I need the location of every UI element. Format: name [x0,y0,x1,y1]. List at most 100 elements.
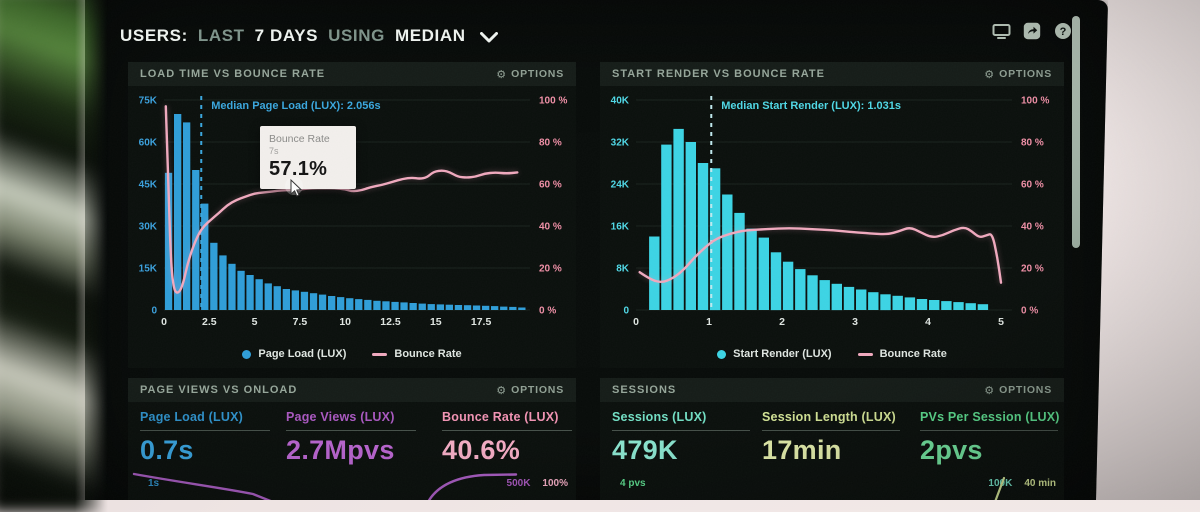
svg-text:0 %: 0 % [1021,306,1038,317]
help-icon[interactable]: ? [1052,20,1074,42]
options-button[interactable]: ⚙ OPTIONS [984,383,1052,397]
svg-text:?: ? [1060,26,1067,38]
svg-text:4: 4 [925,316,931,328]
display-icon[interactable] [990,20,1012,42]
legend-line-swatch [372,353,387,356]
header-median-label: MEDIAN [394,26,466,45]
svg-text:40K: 40K [611,96,630,107]
panel-title: START RENDER VS BOUNCE RATE [612,68,825,80]
legend-label: Start Render (LUX) [733,348,832,360]
svg-text:75K: 75K [139,96,158,107]
legend-line-swatch [858,353,873,356]
tooltip-x-value: 7s [269,146,279,156]
header-last-label: LAST [197,26,245,45]
svg-text:100 %: 100 % [539,96,567,107]
load-time-histogram-chart[interactable]: 75K 100 % 60K 80 % 45K 60 % 30K 40 % 15K 20 % 0 0 %… [128,86,576,338]
panel-page-views-vs-onload: PAGE VIEWS VS ONLOAD ⚙ OPTIONS Page Load… [128,378,576,500]
svg-text:20 %: 20 % [1021,264,1044,275]
svg-text:20 %: 20 % [539,264,562,275]
scrollbar[interactable] [1072,16,1080,248]
share-icon[interactable] [1021,20,1043,42]
panel-title: LOAD TIME VS BOUNCE RATE [140,68,326,80]
gear-icon: ⚙ [984,383,995,397]
spark-axis-labels: 100K 40 min [988,478,1056,489]
chevron-down-icon [480,32,498,43]
svg-text:80 %: 80 % [1021,138,1044,149]
legend-label: Bounce Rate [394,348,462,360]
svg-text:2.5: 2.5 [202,316,217,328]
svg-text:15: 15 [430,316,442,328]
svg-text:60 %: 60 % [1021,180,1044,191]
panel-title: PAGE VIEWS VS ONLOAD [140,384,298,396]
svg-text:80 %: 80 % [539,138,562,149]
svg-text:0 %: 0 % [539,306,556,317]
svg-text:40 %: 40 % [539,222,562,233]
tooltip-value: 57.1% [269,158,328,180]
gear-icon: ⚙ [984,67,995,81]
svg-text:17.5: 17.5 [471,316,492,328]
tooltip-series: Bounce Rate [269,133,330,145]
svg-text:45K: 45K [139,180,158,191]
mouse-cursor-icon [284,176,306,205]
header-users-label: USERS: [120,26,188,45]
svg-text:16K: 16K [611,222,630,233]
header-using-label: USING [328,26,385,45]
header-days-label: 7 DAYS [254,26,319,45]
svg-text:0: 0 [151,306,157,317]
spark-axis-label: 4 pvs [620,478,646,489]
legend-item[interactable]: Start Render (LUX) [717,348,831,360]
gear-icon: ⚙ [496,383,507,397]
svg-text:24K: 24K [611,180,630,191]
tooltip: Bounce Rate 7s 57.1% [260,126,356,189]
legend-item[interactable]: Bounce Rate [372,348,461,360]
legend-dot-swatch [242,350,251,359]
svg-text:12.5: 12.5 [380,316,401,328]
metric-sessions: Sessions (LUX) 479K [612,410,750,466]
legend-item[interactable]: Bounce Rate [858,348,947,360]
header-toolbar: ? [990,20,1074,42]
svg-text:60 %: 60 % [539,180,562,191]
legend-label: Bounce Rate [879,348,947,360]
svg-text:100 %: 100 % [1021,96,1049,107]
svg-text:10: 10 [339,316,351,328]
svg-text:7.5: 7.5 [293,316,308,328]
svg-text:32K: 32K [611,138,630,149]
spark-axis-label: 1s [148,478,160,489]
metric-page-views: Page Views (LUX) 2.7Mpvs [286,410,416,466]
svg-text:8K: 8K [616,264,630,275]
metric-bounce-rate: Bounce Rate (LUX) 40.6% [442,410,572,466]
svg-text:Median Start Render (LUX): 1.0: Median Start Render (LUX): 1.031s [721,100,901,112]
users-period-dropdown[interactable]: USERS: LAST 7 DAYS USING MEDIAN [120,18,498,54]
metric-session-length: Session Length (LUX) 17min [762,410,900,466]
svg-text:15K: 15K [139,264,158,275]
svg-text:0: 0 [623,306,629,317]
options-button[interactable]: ⚙ OPTIONS [984,67,1052,81]
panel-title: SESSIONS [612,384,677,396]
dashboard-screen: USERS: LAST 7 DAYS USING MEDIAN ? LOAD T… [85,0,1108,500]
legend-label: Page Load (LUX) [258,348,347,360]
svg-text:5: 5 [252,316,258,328]
svg-text:Median Page Load (LUX): 2.056s: Median Page Load (LUX): 2.056s [211,100,380,112]
svg-text:40 %: 40 % [1021,222,1044,233]
metric-page-load: Page Load (LUX) 0.7s [140,410,270,466]
svg-text:2: 2 [779,316,785,328]
legend-item[interactable]: Page Load (LUX) [242,348,346,360]
panel-sessions: SESSIONS ⚙ OPTIONS Sessions (LUX) 479K S… [600,378,1064,500]
metric-pvs-per-session: PVs Per Session (LUX) 2pvs [920,410,1060,465]
start-render-histogram-chart[interactable]: 40K 100 % 32K 80 % 24K 60 % 16K 40 % 8K 20 % 0 0 % 0… [600,86,1064,338]
options-button[interactable]: ⚙ OPTIONS [496,383,564,397]
svg-text:30K: 30K [139,222,158,233]
svg-text:5: 5 [998,316,1004,328]
svg-text:60K: 60K [139,138,158,149]
svg-text:3: 3 [852,316,858,328]
chart-legend: Page Load (LUX) Bounce Rate [128,348,576,360]
spark-axis-labels: 500K 100% [506,478,568,489]
panel-load-time-vs-bounce-rate: LOAD TIME VS BOUNCE RATE ⚙ OPTIONS 75K 10… [128,62,576,368]
svg-text:0: 0 [633,316,639,328]
chart-legend: Start Render (LUX) Bounce Rate [600,348,1064,360]
options-button[interactable]: ⚙ OPTIONS [496,67,564,81]
legend-dot-swatch [717,350,726,359]
svg-text:1: 1 [706,316,712,328]
gear-icon: ⚙ [496,67,507,81]
panel-start-render-vs-bounce-rate: START RENDER VS BOUNCE RATE ⚙ OPTIONS 40… [600,62,1064,368]
